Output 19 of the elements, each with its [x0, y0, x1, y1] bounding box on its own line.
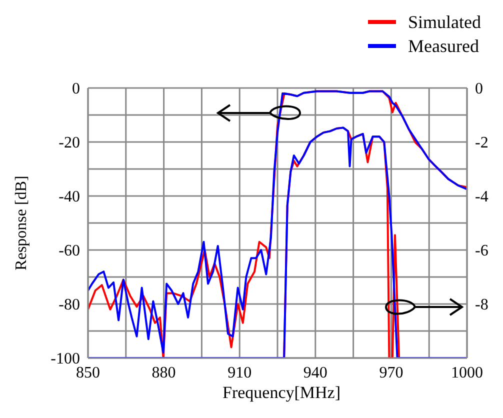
x-axis-title: Frequency[MHz]: [221, 383, 342, 403]
y2-tick-label: 0: [475, 80, 483, 98]
y2-tick-label: -6: [475, 242, 488, 260]
y-axis-title: Response [dB]: [13, 176, 31, 270]
legend-label: Measured: [408, 36, 479, 56]
y2-tick-label: -8: [475, 296, 488, 314]
x-tick-label: 880: [152, 364, 176, 382]
y-tick-label: -80: [58, 296, 80, 314]
y2-tick-label: -2: [475, 134, 488, 152]
x-tick-label: 940: [303, 364, 328, 382]
y2-tick-label: -4: [475, 188, 488, 206]
x-tick-label: 1000: [451, 364, 483, 382]
y-tick-label: -60: [58, 242, 80, 260]
y-tick-label: -20: [58, 134, 80, 152]
x-tick-label: 970: [379, 364, 404, 382]
x-tick-label: 910: [228, 364, 252, 382]
legend-label: Simulated: [408, 12, 481, 32]
y-tick-label: 0: [72, 80, 80, 98]
y-tick-label: -40: [58, 188, 80, 206]
